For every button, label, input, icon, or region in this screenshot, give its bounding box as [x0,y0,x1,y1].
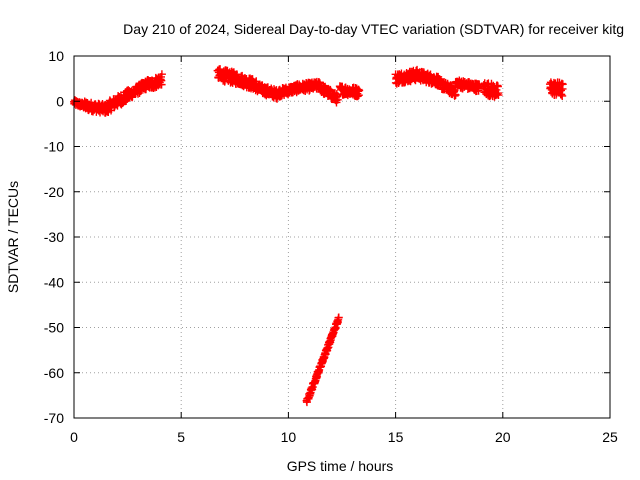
y-tick-label: -20 [44,184,64,200]
data-point [451,90,460,99]
data-point [558,80,567,89]
x-tick-label: 15 [388,429,404,445]
axes: 0 5 10 15 20 25 -70 -60 -50 -40 -30 -20 -10 0 10 [44,48,618,445]
x-tick-label: 20 [495,429,511,445]
data-point [494,91,503,100]
data-point [334,313,343,322]
y-axis-label: SDTVAR / TECUs [5,181,21,293]
x-tick-label: 0 [70,429,78,445]
data-points [70,65,567,407]
x-tick-label: 10 [281,429,297,445]
y-tick-label: 0 [56,93,64,109]
y-tick-label: -30 [44,229,64,245]
y-tick-label: -10 [44,139,64,155]
x-tick-label: 25 [602,429,618,445]
data-point [557,90,566,99]
y-tick-label: -70 [44,410,64,426]
y-tick-label: -60 [44,365,64,381]
y-tick-label: -40 [44,274,64,290]
chart-title: Day 210 of 2024, Sidereal Day-to-day VTE… [123,21,624,37]
data-point [333,95,342,104]
y-tick-label: -50 [44,320,64,336]
data-point [157,70,166,79]
grid-lines [74,56,610,418]
data-point [157,80,166,89]
data-point [355,86,364,95]
x-tick-label: 5 [177,429,185,445]
y-tick-label: 10 [48,48,64,64]
x-axis-label: GPS time / hours [287,458,394,474]
data-point [558,91,567,100]
